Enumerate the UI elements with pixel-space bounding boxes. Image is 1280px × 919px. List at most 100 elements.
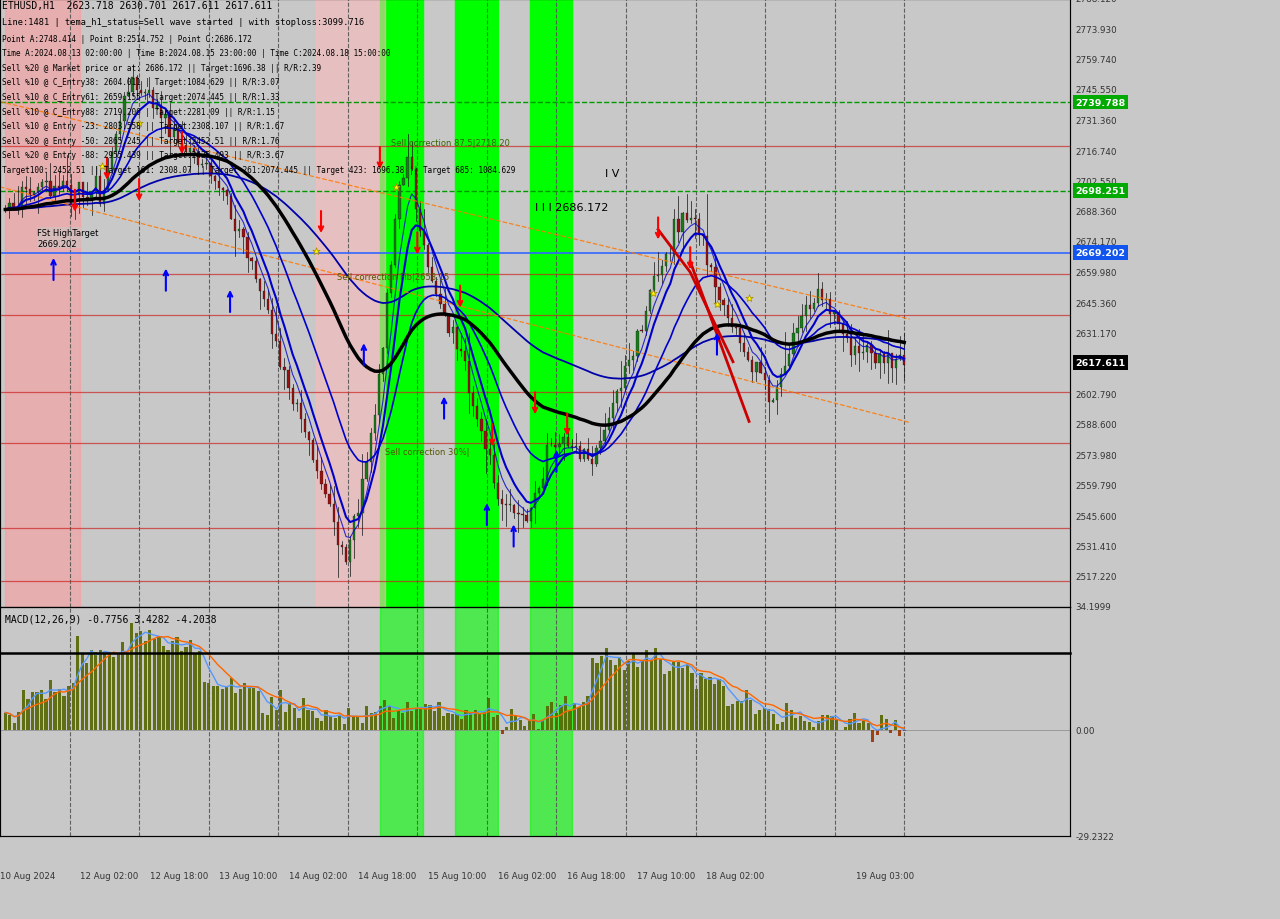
Bar xyxy=(493,456,495,483)
Bar xyxy=(8,715,12,731)
Bar xyxy=(435,281,438,295)
Bar xyxy=(808,722,812,731)
Bar xyxy=(70,186,72,205)
Bar xyxy=(193,654,197,731)
Bar xyxy=(177,130,179,143)
Bar xyxy=(99,176,101,205)
Bar xyxy=(202,683,206,731)
Text: 2716.740: 2716.740 xyxy=(1075,148,1117,156)
Bar xyxy=(701,235,704,237)
Text: 34.1999: 34.1999 xyxy=(1075,603,1111,612)
Bar xyxy=(876,731,878,734)
Bar xyxy=(13,204,14,209)
Bar xyxy=(189,148,191,153)
Bar xyxy=(695,689,698,731)
Bar xyxy=(111,153,113,170)
Bar xyxy=(568,710,572,731)
Bar xyxy=(881,716,883,731)
Bar xyxy=(262,291,265,300)
Text: Time A:2024.08.13 02:00:00 | Time B:2024.08.15 23:00:00 | Time C:2024.08.18 15:0: Time A:2024.08.13 02:00:00 | Time B:2024… xyxy=(3,50,390,58)
Bar xyxy=(67,686,70,731)
Bar xyxy=(480,419,483,432)
Bar xyxy=(229,678,233,731)
Text: 2745.550: 2745.550 xyxy=(1075,86,1117,96)
Text: -29.2322: -29.2322 xyxy=(1075,832,1115,841)
Text: 19 Aug 03:00: 19 Aug 03:00 xyxy=(856,870,914,879)
Text: 2739.788: 2739.788 xyxy=(1075,98,1125,108)
Bar xyxy=(673,220,676,255)
Bar xyxy=(311,711,314,731)
Bar xyxy=(338,716,342,731)
Bar xyxy=(431,267,434,281)
Bar xyxy=(443,304,445,315)
Bar xyxy=(571,447,573,448)
Bar xyxy=(279,691,283,731)
Bar xyxy=(526,515,527,522)
Bar xyxy=(736,701,739,731)
Text: Sell %10 @ C_Entry61: 2659.155 | Target:2074.445 || R/R:1.33: Sell %10 @ C_Entry61: 2659.155 | Target:… xyxy=(3,93,279,102)
Bar xyxy=(657,276,659,277)
Bar xyxy=(739,329,741,344)
Bar xyxy=(210,164,211,177)
Bar xyxy=(312,441,315,460)
Bar xyxy=(538,489,540,494)
Bar xyxy=(74,196,77,205)
Bar xyxy=(891,354,893,369)
Bar xyxy=(591,659,594,731)
Bar xyxy=(776,387,778,400)
Bar xyxy=(58,187,60,188)
Bar xyxy=(564,697,567,731)
Bar xyxy=(225,687,228,731)
Bar xyxy=(218,182,220,189)
Bar xyxy=(751,361,754,372)
Bar xyxy=(849,720,851,731)
Bar xyxy=(207,684,210,731)
Bar xyxy=(24,188,27,190)
Bar xyxy=(474,710,476,731)
Text: 18 Aug 02:00: 18 Aug 02:00 xyxy=(707,870,764,879)
Text: 2788.120: 2788.120 xyxy=(1075,0,1117,5)
Bar xyxy=(562,437,564,445)
Bar xyxy=(116,653,120,731)
Bar xyxy=(854,346,856,356)
Bar xyxy=(822,715,824,731)
Bar xyxy=(374,711,378,731)
Bar xyxy=(41,183,44,187)
Bar xyxy=(113,657,115,731)
Text: 0.00: 0.00 xyxy=(1075,726,1094,735)
Bar xyxy=(447,713,449,731)
Bar xyxy=(123,96,125,121)
Text: 2531.410: 2531.410 xyxy=(1075,542,1117,551)
Text: Sell %10 @ Entry -23: 2803.558 || Target:2308.107 || R/R:1.67: Sell %10 @ Entry -23: 2803.558 || Target… xyxy=(3,122,284,131)
Bar xyxy=(340,546,343,548)
Bar xyxy=(379,706,381,731)
Bar xyxy=(119,121,122,134)
Bar xyxy=(742,344,745,353)
Bar xyxy=(374,415,376,434)
Bar xyxy=(20,188,23,207)
Text: Sell %20 @ Entry -50: 2865.245 || Target:2452.51 || R/R:1.76: Sell %20 @ Entry -50: 2865.245 || Target… xyxy=(3,137,279,145)
Bar xyxy=(468,361,470,393)
Bar xyxy=(484,432,486,449)
Bar xyxy=(201,165,204,166)
Bar xyxy=(160,106,163,119)
Bar xyxy=(252,688,256,731)
Bar xyxy=(140,91,142,94)
Bar xyxy=(858,722,860,731)
Bar xyxy=(334,719,337,731)
Text: 12 Aug 02:00: 12 Aug 02:00 xyxy=(81,870,138,879)
Bar xyxy=(826,715,829,731)
Bar xyxy=(221,189,224,191)
Bar xyxy=(547,446,548,480)
Text: Sell %10 @ C_Entry88: 2719.206 | Target:2281.09 || R/R:1.15: Sell %10 @ C_Entry88: 2719.206 | Target:… xyxy=(3,108,275,117)
Text: 16 Aug 18:00: 16 Aug 18:00 xyxy=(567,870,626,879)
Bar xyxy=(13,723,15,731)
Bar xyxy=(172,641,174,731)
Bar xyxy=(554,713,558,731)
Bar xyxy=(722,686,726,731)
Bar xyxy=(792,334,795,355)
Bar xyxy=(308,433,310,441)
Bar xyxy=(84,664,88,731)
Bar xyxy=(645,312,646,332)
Point xyxy=(306,244,326,259)
